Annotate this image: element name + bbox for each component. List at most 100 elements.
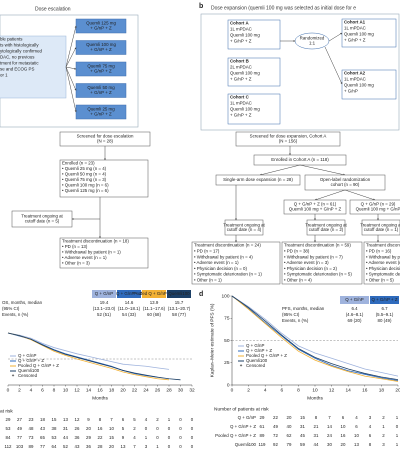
risk-count: 16 [341, 433, 346, 438]
flow-box [341, 69, 397, 100]
box-text: • Withdrawal by patient (n = 4) [194, 254, 253, 259]
risk-count: 3 [145, 444, 148, 449]
risk-count: 22 [273, 415, 278, 420]
risk-count: 5 [133, 417, 136, 422]
risk-count: 77 [17, 435, 22, 440]
box-text: Treatment ongoing at [223, 222, 265, 227]
censored-symbol: + [240, 363, 243, 368]
box-text: Q + G/nP + Z (n = 61) [294, 202, 337, 207]
risk-count: 15 [52, 417, 57, 422]
risk-count: 7 [110, 417, 113, 422]
y-tick-label: 75 [224, 316, 230, 322]
box-text: Cohort A2 [344, 71, 366, 76]
box-text: + G/nP + Z [90, 112, 112, 117]
x-tick-label: 20 [395, 387, 400, 393]
box-text: DAC, no previous [0, 55, 35, 60]
y-tick-label: 100 [221, 293, 229, 299]
risk-count: 14 [327, 424, 332, 429]
box-text: • Symptomatic deterioration (n = 1) [194, 272, 262, 277]
risk-count: 13 [354, 442, 359, 447]
legend-label: Q + G/nP + Z [18, 358, 44, 363]
x-tick-label: 8 [53, 387, 56, 393]
box-text: Screened for dose expansion, Cohort A [250, 134, 327, 139]
flow-box [281, 241, 363, 285]
risk-count: 1 [145, 435, 148, 440]
risk-count: 8 [315, 415, 318, 420]
y-axis-label: Kaplan–Meier estimate of PFS (%) [209, 303, 215, 377]
risk-count: 29 [260, 415, 265, 420]
km-curve [231, 295, 399, 381]
risk-count: 59 [300, 442, 305, 447]
x-tick-label: 4 [30, 387, 33, 393]
risk-count: 89 [260, 433, 265, 438]
risk-count: 10 [354, 433, 359, 438]
km-curve [231, 295, 399, 381]
connector [259, 164, 301, 176]
table-header-cell [142, 290, 166, 298]
risk-count: 31 [300, 424, 305, 429]
risk-count: 36 [75, 435, 80, 440]
box-text: 1L mPDAC [344, 77, 366, 82]
risk-count: 2 [382, 433, 385, 438]
box-text: Treatment ongoing at [305, 222, 347, 227]
x-tick-label: 0 [7, 387, 10, 393]
risk-count: 79 [287, 442, 292, 447]
flow-box [306, 219, 346, 236]
x-tick-label: 12 [74, 387, 80, 393]
risk-count: 4 [369, 424, 372, 429]
risk-count: 13 [121, 444, 126, 449]
box-text: + G/nP + Z [230, 77, 252, 82]
flow-box [227, 93, 281, 125]
risk-count: 20 [86, 426, 91, 431]
risk-count: 61 [260, 424, 265, 429]
box-text: • Other (n = 3) [62, 261, 90, 266]
box-text: • Other (n = 1) [194, 277, 222, 282]
flow-box [361, 219, 400, 236]
table-cell: 54 (33) [122, 312, 136, 317]
x-tick-label: 28 [166, 387, 172, 393]
risk-count: 3 [369, 415, 372, 420]
km-curve [7, 332, 170, 381]
x-tick-label: 8 [297, 387, 300, 393]
table-cell: (13.1–20.7) [168, 306, 191, 311]
box-text: • Quemli 125 mg (n = 6) [62, 188, 109, 193]
risk-count: 0 [179, 426, 182, 431]
risk-count: 6 [369, 433, 372, 438]
connector [314, 189, 346, 201]
risk-count: 18 [40, 417, 45, 422]
x-tick-label: 14 [86, 387, 92, 393]
box-text: Treatment discontinuation (n = 18) [62, 239, 129, 244]
flow-box [59, 237, 149, 269]
risk-count: 9 [122, 435, 125, 440]
risk-count: 0 [191, 444, 194, 449]
y-tick-label: 25 [224, 360, 230, 366]
risk-count: 1 [168, 417, 171, 422]
connector [65, 25, 77, 68]
risk-count: 0 [396, 424, 399, 429]
box-text: ble patients [0, 37, 23, 42]
table-row-label: (95% CI) [2, 306, 20, 311]
x-tick-label: 20 [120, 387, 126, 393]
legend-label: Pooled Q + G/nP + Z [18, 363, 59, 368]
table-cell: 60 (68) [147, 312, 161, 317]
risk-count: 1 [382, 424, 385, 429]
table-cell: 58 (77) [172, 312, 186, 317]
x-tick-label: 6 [41, 387, 44, 393]
risk-count: 2 [382, 415, 385, 420]
table-header-cell [340, 296, 369, 304]
km-curve [7, 332, 170, 370]
box-text: • Quemli 50 mg (n = 4) [62, 172, 107, 177]
box-text: Quemli 100 mg [86, 42, 116, 47]
box-text: + G/nP + Z [90, 47, 112, 52]
box-text: • PD (n = 38) [284, 248, 310, 253]
flow-box [235, 131, 341, 147]
flow-box [363, 241, 400, 285]
box-text: • PD (n = 17) [194, 248, 220, 253]
box-text: Enrolled in Cohort A (n = 118) [271, 157, 329, 162]
connector [65, 66, 77, 91]
box-text: • PD (n = 13) [62, 244, 88, 249]
panel-a-title: Dose escalation [35, 6, 71, 12]
box-text: (N = 28) [97, 139, 114, 144]
box-text: Quemli 125 mg [86, 21, 116, 26]
risk-count: 2 [133, 426, 136, 431]
